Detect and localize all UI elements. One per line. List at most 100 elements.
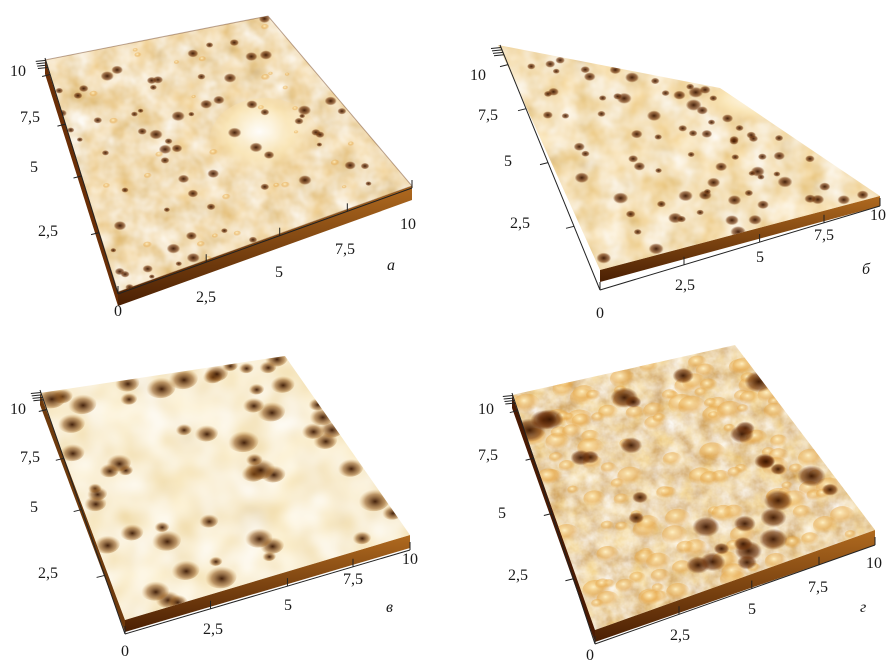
grain <box>666 582 691 601</box>
pit <box>797 465 826 487</box>
z-tick-label: 10 <box>10 401 26 418</box>
pit <box>185 231 197 240</box>
x-tick-label: 2,5 <box>203 621 223 638</box>
pit <box>139 579 169 601</box>
pit <box>774 134 784 142</box>
pit <box>654 134 663 140</box>
pit <box>40 385 66 409</box>
grain <box>143 241 153 249</box>
pit <box>187 189 199 198</box>
pit <box>130 111 138 117</box>
pit <box>612 192 629 204</box>
pit <box>78 84 89 93</box>
x-tick-label: 2,5 <box>670 627 690 644</box>
pit <box>101 150 110 156</box>
pit <box>200 99 213 109</box>
z-minor-tick <box>504 400 515 403</box>
grain <box>629 571 646 584</box>
pit <box>229 39 239 47</box>
grain <box>591 598 604 609</box>
surface-v <box>40 356 410 632</box>
pit <box>633 228 642 235</box>
pit <box>777 176 793 188</box>
z-tick-label: 7,5 <box>20 109 40 126</box>
pit <box>66 392 97 415</box>
pit <box>337 107 347 115</box>
pit <box>773 151 785 161</box>
grain <box>268 71 274 76</box>
grain <box>598 404 619 420</box>
pit <box>166 243 181 254</box>
pit <box>197 73 206 80</box>
pit <box>733 515 756 532</box>
pit <box>673 90 686 100</box>
grain <box>292 106 299 111</box>
pit <box>744 371 774 393</box>
grain <box>198 56 207 63</box>
pit <box>737 555 757 570</box>
pit <box>677 215 687 223</box>
pit <box>247 382 265 395</box>
pit <box>733 536 753 551</box>
pit <box>248 236 258 243</box>
pit <box>113 221 127 231</box>
grain <box>513 393 541 414</box>
pit <box>152 76 164 84</box>
grain <box>567 485 580 495</box>
z-tick-mark <box>565 225 575 229</box>
z-tick-mark <box>57 123 66 127</box>
grain <box>261 74 271 81</box>
grain <box>191 95 197 99</box>
z-minor-tick <box>493 54 505 57</box>
z-tick-label: 5 <box>504 153 512 170</box>
pit <box>729 137 739 145</box>
z-minor-tick <box>502 395 513 398</box>
z-tick-label: 2,5 <box>510 215 530 232</box>
grain <box>548 452 564 463</box>
x-tick-label: 0 <box>121 643 129 660</box>
pit <box>620 437 643 454</box>
ticks-panel-g: 10 7,5 5 2,5 0 2,5 5 7,5 10 г <box>478 395 882 664</box>
pit <box>625 72 639 83</box>
pit <box>111 65 123 75</box>
z-tick-label: 10 <box>470 67 486 84</box>
grain <box>664 508 691 528</box>
pit <box>727 195 742 206</box>
pit <box>243 526 273 548</box>
pit <box>735 124 744 132</box>
grain <box>556 376 576 391</box>
z-tick-label: 2,5 <box>38 223 58 240</box>
pit <box>672 367 694 384</box>
x-tick-label: 5 <box>756 249 764 266</box>
z-tick-mark <box>499 64 509 68</box>
grain <box>144 172 153 179</box>
grain <box>596 545 620 563</box>
pit <box>580 66 591 74</box>
x-tick-label: 10 <box>866 555 882 572</box>
pit <box>527 63 536 70</box>
pit <box>144 375 176 399</box>
panel-letter: а <box>387 257 395 274</box>
pit <box>324 96 337 106</box>
pit <box>142 264 153 273</box>
pit <box>570 449 592 466</box>
grain <box>341 185 347 189</box>
pit <box>646 110 662 122</box>
z-minor-tick <box>491 49 503 52</box>
z-minor-tick <box>30 391 41 394</box>
z-tick-label: 10 <box>10 63 26 80</box>
pit <box>699 552 726 572</box>
grain <box>537 468 560 486</box>
pit <box>223 73 237 83</box>
pit <box>203 363 229 382</box>
pit <box>655 167 663 174</box>
grain <box>284 72 290 77</box>
pit <box>661 90 670 97</box>
z-minor-tick <box>32 396 43 399</box>
pit <box>365 181 372 186</box>
grain <box>829 506 855 525</box>
pit <box>118 522 144 541</box>
surface-b <box>498 45 880 282</box>
z-tick-label: 7,5 <box>20 449 40 466</box>
pit <box>746 131 756 139</box>
